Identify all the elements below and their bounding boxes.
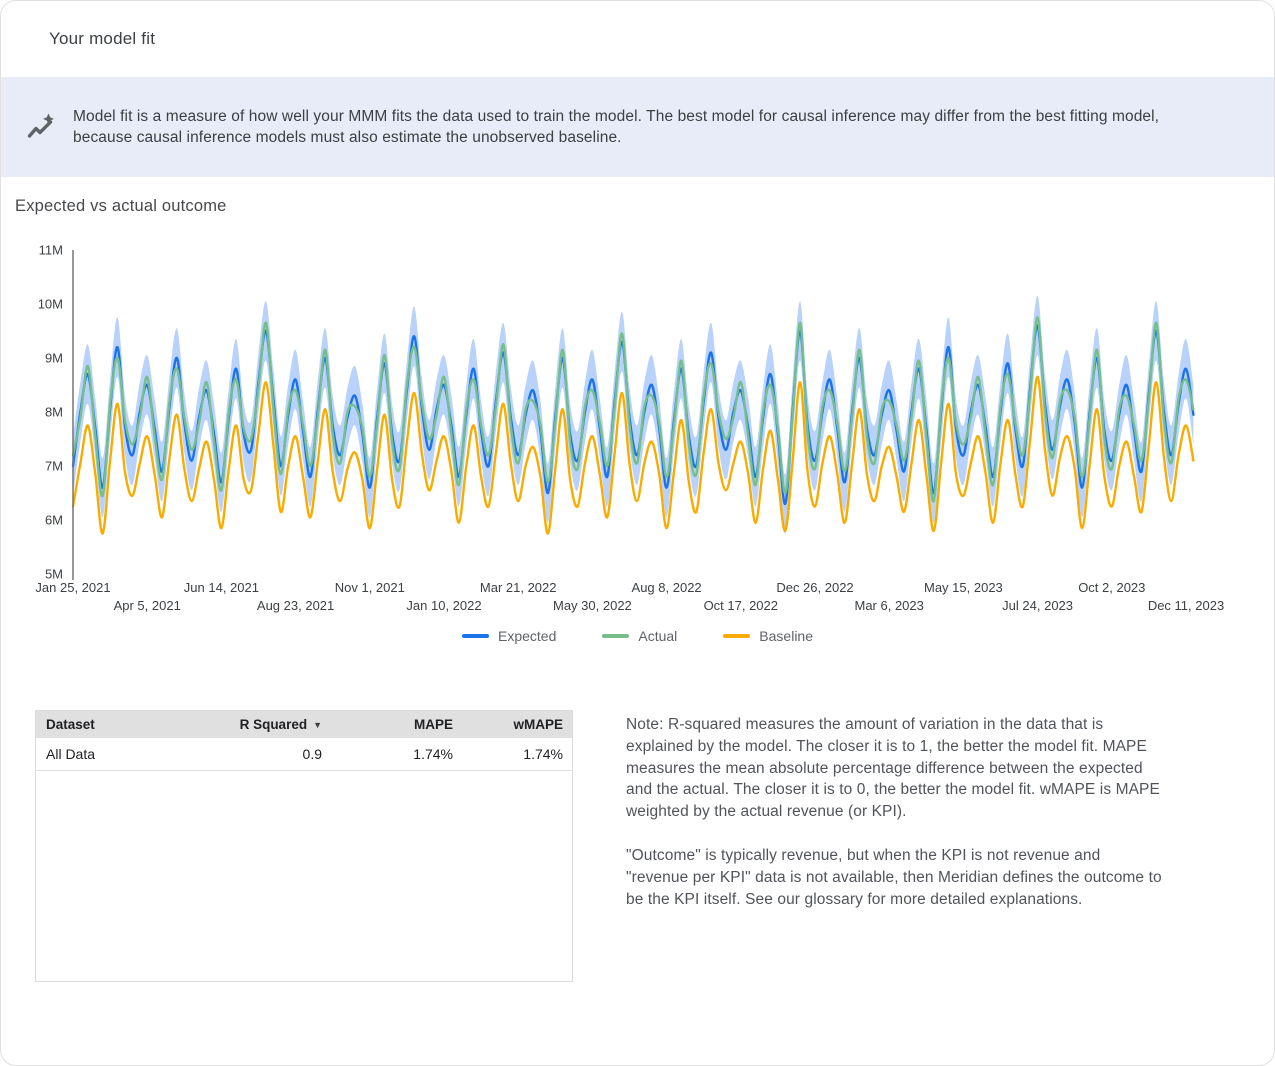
auto-graph-icon <box>26 112 56 142</box>
svg-text:Dec 11, 2023: Dec 11, 2023 <box>1148 598 1224 613</box>
svg-text:8M: 8M <box>45 405 63 420</box>
svg-text:Mar 6, 2023: Mar 6, 2023 <box>855 598 924 613</box>
baseline-line-swatch <box>723 634 751 638</box>
cell-dataset: All Data <box>36 738 181 771</box>
note-text: Note: R-squared measures the amount of v… <box>626 714 1163 932</box>
banner-text: Model fit is a measure of how well your … <box>73 108 1160 146</box>
table-row: All Data 0.9 1.74% 1.74% <box>36 738 572 771</box>
column-header-mape[interactable]: MAPE <box>331 711 462 738</box>
chart-area: 11M 10M 9M 8M 7M 6M 5M Jan 25, 2021 Jun 14, 2021… <box>1 240 1274 618</box>
legend-item-actual: Actual <box>602 628 677 644</box>
fit-stats-table: Dataset R Squared ▼ MAPE wMAPE All Data 0… <box>35 710 573 982</box>
legend-label: Actual <box>638 628 678 644</box>
svg-text:Jan 25, 2021: Jan 25, 2021 <box>35 580 110 595</box>
note-paragraph-2: "Outcome" is typically revenue, but when… <box>626 846 1162 908</box>
svg-text:Oct 2, 2023: Oct 2, 2023 <box>1078 580 1145 595</box>
page-title: Your model fit <box>49 29 156 48</box>
svg-text:7M: 7M <box>45 459 63 474</box>
svg-text:Aug 8, 2022: Aug 8, 2022 <box>632 580 702 595</box>
chart-legend: Expected Actual Baseline <box>1 626 1274 646</box>
svg-text:Jun 14, 2021: Jun 14, 2021 <box>184 580 259 595</box>
svg-text:Oct 17, 2022: Oct 17, 2022 <box>704 598 778 613</box>
cell-wmape: 1.74% <box>462 738 572 771</box>
note-paragraph-1: Note: R-squared measures the amount of v… <box>626 716 1160 821</box>
actual-line-swatch <box>602 634 630 638</box>
svg-text:9M: 9M <box>45 351 63 366</box>
cell-r-squared: 0.9 <box>181 738 331 771</box>
svg-text:Aug 23, 2021: Aug 23, 2021 <box>257 598 334 613</box>
chart-title: Expected vs actual outcome <box>15 197 227 215</box>
legend-label: Expected <box>498 628 557 644</box>
svg-text:Dec 26, 2022: Dec 26, 2022 <box>776 580 853 595</box>
svg-text:10M: 10M <box>38 297 63 312</box>
svg-text:Apr 5, 2021: Apr 5, 2021 <box>114 598 181 613</box>
cell-mape: 1.74% <box>331 738 462 771</box>
sort-descending-icon[interactable]: ▼ <box>313 720 322 730</box>
column-header-dataset[interactable]: Dataset <box>36 711 181 738</box>
bottom-row: Dataset R Squared ▼ MAPE wMAPE All Data 0… <box>35 710 1274 982</box>
svg-text:Jul 24, 2023: Jul 24, 2023 <box>1002 598 1073 613</box>
svg-text:Mar 21, 2022: Mar 21, 2022 <box>480 580 557 595</box>
svg-text:Nov 1, 2021: Nov 1, 2021 <box>335 580 405 595</box>
svg-text:May 30, 2022: May 30, 2022 <box>553 598 632 613</box>
svg-text:Jan 10, 2022: Jan 10, 2022 <box>406 598 481 613</box>
svg-text:May 15, 2023: May 15, 2023 <box>924 580 1003 595</box>
legend-label: Baseline <box>759 628 813 644</box>
svg-text:5M: 5M <box>45 567 63 582</box>
svg-text:6M: 6M <box>45 513 63 528</box>
card-header: Your model fit <box>1 1 1274 77</box>
table-header-row: Dataset R Squared ▼ MAPE wMAPE <box>36 711 572 738</box>
svg-text:11M: 11M <box>39 243 63 258</box>
column-header-r-squared[interactable]: R Squared ▼ <box>181 711 331 738</box>
expected-line-swatch <box>462 634 489 638</box>
info-banner: Model fit is a measure of how well your … <box>1 77 1274 177</box>
legend-item-expected: Expected <box>462 628 556 644</box>
legend-item-baseline: Baseline <box>723 628 813 644</box>
column-header-wmape[interactable]: wMAPE <box>462 711 572 738</box>
